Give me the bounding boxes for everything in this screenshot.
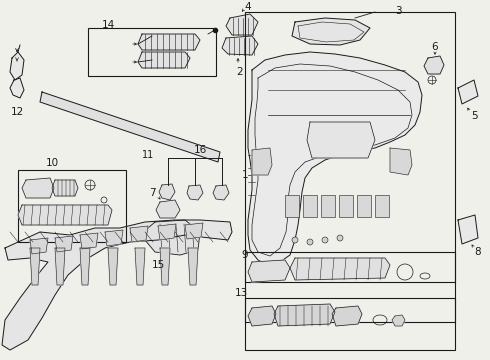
Text: 3: 3	[395, 6, 402, 16]
Polygon shape	[458, 215, 478, 244]
Polygon shape	[2, 220, 232, 350]
Text: 8: 8	[475, 247, 481, 257]
Bar	[245, 12, 455, 282]
Polygon shape	[292, 18, 370, 45]
Bar	[245, 252, 455, 322]
Text: 14: 14	[101, 20, 115, 30]
Polygon shape	[248, 260, 290, 282]
Polygon shape	[307, 122, 375, 158]
Text: 1: 1	[242, 170, 248, 180]
Text: 5: 5	[471, 111, 477, 121]
Bar	[245, 298, 455, 350]
Bar	[88, 28, 216, 76]
Polygon shape	[274, 304, 335, 326]
Polygon shape	[226, 14, 258, 35]
Text: 4: 4	[245, 2, 251, 12]
Polygon shape	[248, 52, 422, 265]
Bar	[321, 195, 335, 217]
Polygon shape	[392, 315, 405, 326]
Bar	[357, 195, 371, 217]
Polygon shape	[159, 184, 175, 200]
Text: 2: 2	[237, 67, 244, 77]
Polygon shape	[213, 185, 229, 200]
Polygon shape	[135, 248, 145, 285]
Bar	[303, 195, 317, 217]
Polygon shape	[40, 92, 220, 162]
Text: 13: 13	[235, 288, 248, 298]
Circle shape	[322, 237, 328, 243]
Bar	[285, 195, 299, 217]
Polygon shape	[138, 52, 190, 68]
Polygon shape	[458, 80, 478, 104]
Polygon shape	[30, 248, 40, 285]
Polygon shape	[188, 248, 198, 285]
Polygon shape	[10, 78, 24, 98]
Text: 6: 6	[432, 42, 439, 52]
Polygon shape	[22, 178, 54, 198]
Polygon shape	[424, 56, 444, 74]
Polygon shape	[248, 306, 276, 326]
Text: 15: 15	[151, 260, 165, 270]
Text: 16: 16	[194, 145, 207, 155]
Circle shape	[337, 235, 343, 241]
Polygon shape	[10, 52, 24, 80]
Polygon shape	[222, 36, 258, 55]
Circle shape	[292, 237, 298, 243]
Polygon shape	[52, 180, 78, 196]
Bar	[339, 195, 353, 217]
Polygon shape	[187, 185, 203, 200]
Text: 10: 10	[46, 158, 59, 168]
Bar	[18, 170, 126, 242]
Polygon shape	[156, 200, 180, 218]
Polygon shape	[130, 226, 148, 242]
Polygon shape	[158, 224, 176, 240]
Polygon shape	[145, 220, 200, 255]
Polygon shape	[55, 236, 73, 252]
Polygon shape	[18, 205, 112, 225]
Polygon shape	[55, 248, 65, 285]
Text: 9: 9	[242, 250, 248, 260]
Polygon shape	[138, 34, 200, 50]
Polygon shape	[290, 258, 390, 280]
Polygon shape	[332, 306, 362, 326]
Text: 11: 11	[142, 150, 154, 160]
Polygon shape	[390, 148, 412, 175]
Bar	[375, 195, 389, 217]
Polygon shape	[108, 248, 118, 285]
Polygon shape	[80, 233, 98, 249]
Text: 12: 12	[10, 107, 24, 117]
Polygon shape	[185, 223, 203, 239]
Polygon shape	[80, 248, 90, 285]
Circle shape	[307, 239, 313, 245]
Polygon shape	[30, 238, 48, 254]
Polygon shape	[160, 248, 170, 285]
Text: 7: 7	[148, 188, 155, 198]
Polygon shape	[252, 148, 272, 175]
Polygon shape	[105, 230, 123, 246]
